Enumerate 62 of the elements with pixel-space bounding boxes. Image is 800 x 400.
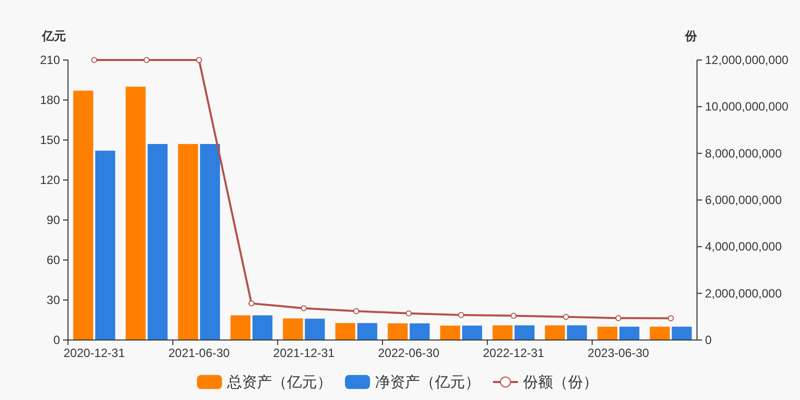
- y2-tick-label: 12,000,000,000: [705, 53, 789, 67]
- point: [668, 315, 674, 322]
- bar: [514, 325, 535, 340]
- bar: [148, 144, 168, 340]
- bar: [410, 323, 430, 340]
- x-tick-label: 2020-12-31: [64, 346, 126, 360]
- x-tick-label: 2022-12-31: [482, 346, 545, 360]
- x-tick-label: 2021-06-30: [168, 346, 230, 360]
- bar: [73, 90, 94, 340]
- y2-tick-label: 4,000,000,000: [705, 240, 782, 254]
- bar: [126, 86, 146, 340]
- legend-label: 净资产（亿元）: [375, 374, 480, 391]
- legend-label: 总资产（亿元）: [226, 374, 332, 391]
- bar: [597, 326, 618, 340]
- bar: [304, 318, 325, 340]
- y-axis-title: 亿元: [41, 29, 66, 43]
- point: [458, 312, 464, 318]
- bar: [178, 144, 198, 340]
- bar: [357, 323, 378, 340]
- point: [196, 57, 202, 63]
- bar: [388, 323, 408, 340]
- bar: [492, 325, 513, 340]
- x-tick-label: 2022-06-30: [378, 346, 440, 360]
- y2-tick-label: 6,000,000,000: [705, 193, 782, 207]
- point: [615, 315, 622, 322]
- bar: [544, 325, 565, 340]
- point: [562, 314, 569, 320]
- y2-tick-label: 10,000,000,000: [705, 100, 789, 114]
- point: [510, 312, 517, 319]
- y-tick-label: 0: [53, 333, 60, 347]
- bar: [462, 326, 482, 340]
- point: [353, 308, 360, 314]
- bar: [650, 326, 670, 340]
- y-tick-label: 60: [46, 253, 60, 267]
- y-tick-label: 120: [40, 173, 60, 187]
- point: [300, 305, 307, 312]
- y-tick-label: 90: [46, 213, 60, 227]
- y-tick-label: 30: [46, 293, 60, 307]
- bar: [672, 326, 692, 340]
- bar: [335, 323, 356, 340]
- y2-tick-label: 0: [705, 333, 712, 347]
- point: [91, 57, 98, 63]
- y-tick-label: 150: [40, 133, 60, 147]
- point: [406, 310, 412, 316]
- bar: [230, 315, 250, 340]
- y2-tick-label: 8,000,000,000: [705, 146, 782, 160]
- y2-axis-title: 份: [684, 29, 698, 43]
- x-tick-label: 2023-06-30: [588, 346, 650, 360]
- bar: [252, 315, 272, 340]
- bar: [282, 318, 303, 340]
- bar: [200, 144, 220, 340]
- y-tick-label: 180: [40, 93, 60, 107]
- bar: [440, 326, 460, 340]
- bar: [566, 325, 587, 340]
- point: [248, 300, 254, 306]
- point: [144, 57, 150, 63]
- x-tick-label: 2021-12-31: [273, 346, 335, 360]
- bar: [619, 326, 640, 340]
- bar: [95, 150, 116, 340]
- legend-label: 份额（份）: [523, 374, 598, 391]
- y2-tick-label: 2,000,000,000: [705, 286, 782, 300]
- y-tick-label: 210: [40, 53, 60, 67]
